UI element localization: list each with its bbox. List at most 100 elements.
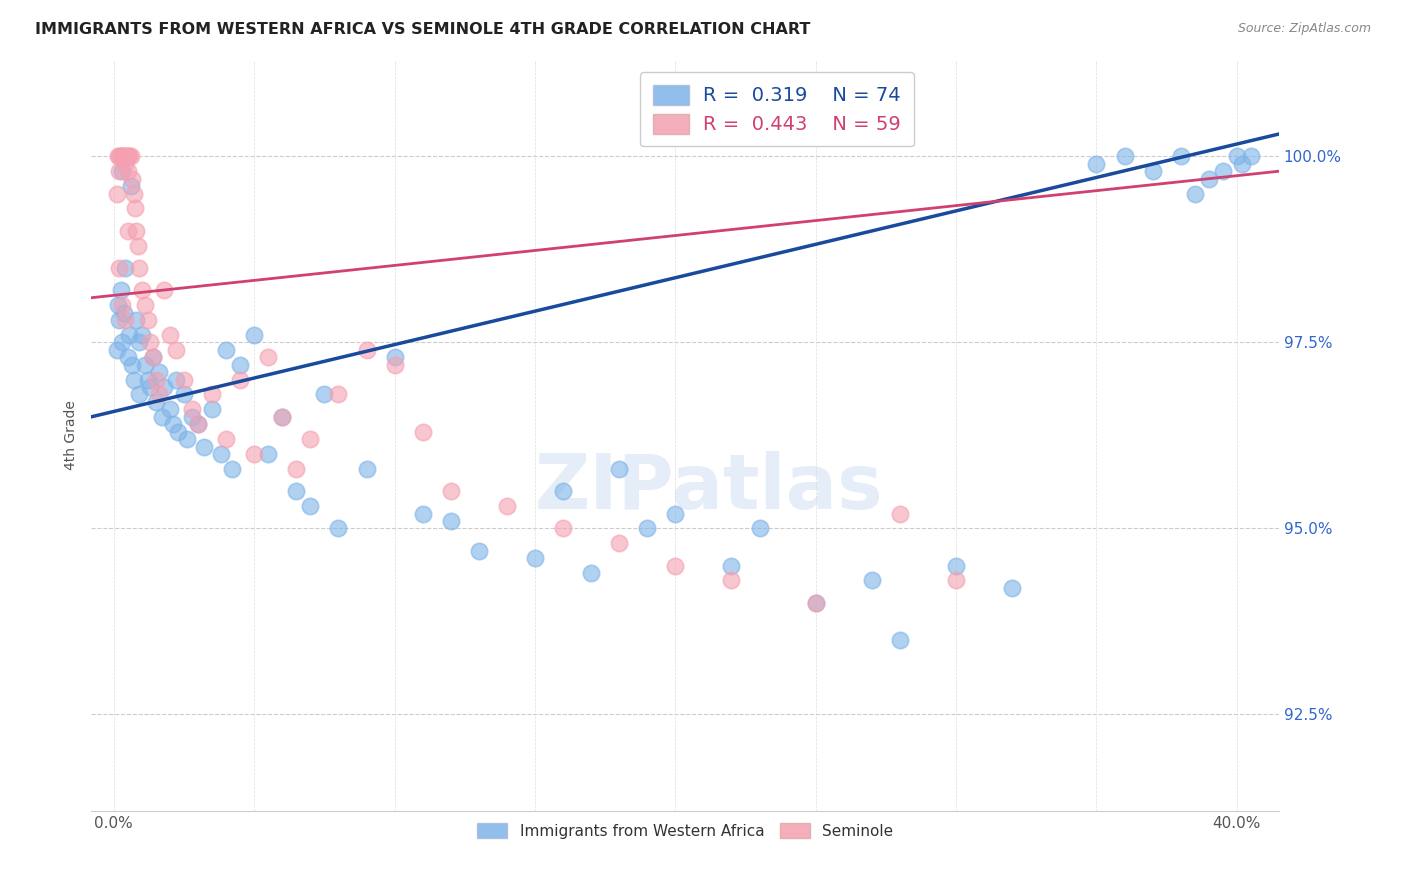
Point — [496, 499, 519, 513]
Point — [1184, 186, 1206, 201]
Point — [243, 447, 266, 461]
Point — [134, 358, 156, 372]
Point — [148, 365, 170, 379]
Point — [440, 514, 463, 528]
Point — [110, 149, 132, 163]
Point — [328, 521, 350, 535]
Point — [1212, 164, 1234, 178]
Text: ZIPatlas: ZIPatlas — [534, 451, 883, 525]
Text: Source: ZipAtlas.com: Source: ZipAtlas.com — [1237, 22, 1371, 36]
Point — [804, 596, 827, 610]
Point — [128, 260, 150, 275]
Point — [105, 343, 128, 357]
Point — [114, 313, 136, 327]
Point — [111, 164, 134, 178]
Point — [173, 373, 195, 387]
Point — [150, 409, 173, 424]
Point — [120, 179, 142, 194]
Point — [108, 164, 131, 178]
Point — [636, 521, 658, 535]
Point — [579, 566, 602, 580]
Point — [607, 462, 630, 476]
Point — [181, 409, 204, 424]
Point — [468, 543, 491, 558]
Point — [121, 171, 143, 186]
Point — [131, 283, 153, 297]
Point — [122, 373, 145, 387]
Point — [108, 260, 131, 275]
Point — [257, 351, 280, 365]
Point — [271, 409, 294, 424]
Point — [159, 327, 181, 342]
Point — [243, 327, 266, 342]
Point — [193, 440, 215, 454]
Point — [114, 157, 136, 171]
Point — [551, 521, 574, 535]
Point — [664, 558, 686, 573]
Y-axis label: 4th Grade: 4th Grade — [65, 401, 79, 470]
Point — [1240, 149, 1263, 163]
Point — [1226, 149, 1249, 163]
Point — [229, 358, 252, 372]
Point — [181, 402, 204, 417]
Point — [1085, 157, 1108, 171]
Point — [139, 380, 162, 394]
Point — [127, 238, 149, 252]
Point — [145, 373, 167, 387]
Point — [551, 484, 574, 499]
Point — [136, 373, 159, 387]
Point — [804, 596, 827, 610]
Point — [117, 351, 139, 365]
Point — [314, 387, 336, 401]
Point — [136, 313, 159, 327]
Point — [209, 447, 232, 461]
Point — [1114, 149, 1136, 163]
Point — [142, 351, 165, 365]
Point — [271, 409, 294, 424]
Point — [889, 633, 911, 648]
Point — [121, 358, 143, 372]
Point — [720, 574, 742, 588]
Point — [945, 574, 967, 588]
Point — [720, 558, 742, 573]
Point — [124, 202, 146, 216]
Point — [142, 351, 165, 365]
Point — [187, 417, 209, 432]
Point — [523, 551, 546, 566]
Point — [153, 283, 176, 297]
Point — [1170, 149, 1192, 163]
Text: IMMIGRANTS FROM WESTERN AFRICA VS SEMINOLE 4TH GRADE CORRELATION CHART: IMMIGRANTS FROM WESTERN AFRICA VS SEMINO… — [35, 22, 810, 37]
Point — [117, 164, 139, 178]
Point — [1232, 157, 1254, 171]
Point — [165, 373, 187, 387]
Point — [110, 283, 132, 297]
Point — [664, 507, 686, 521]
Point — [356, 343, 378, 357]
Point — [108, 313, 131, 327]
Point — [201, 387, 224, 401]
Point — [111, 298, 134, 312]
Point — [257, 447, 280, 461]
Point — [153, 380, 176, 394]
Point — [108, 149, 131, 163]
Point — [1001, 581, 1024, 595]
Point — [118, 149, 141, 163]
Point — [162, 417, 184, 432]
Point — [889, 507, 911, 521]
Point — [145, 395, 167, 409]
Point — [107, 149, 129, 163]
Point — [384, 358, 406, 372]
Point — [860, 574, 883, 588]
Legend: Immigrants from Western Africa, Seminole: Immigrants from Western Africa, Seminole — [471, 817, 900, 845]
Point — [945, 558, 967, 573]
Point — [607, 536, 630, 550]
Point — [187, 417, 209, 432]
Point — [105, 186, 128, 201]
Point — [1142, 164, 1164, 178]
Point — [159, 402, 181, 417]
Point — [131, 327, 153, 342]
Point — [114, 260, 136, 275]
Point — [134, 298, 156, 312]
Point — [117, 224, 139, 238]
Point — [125, 224, 148, 238]
